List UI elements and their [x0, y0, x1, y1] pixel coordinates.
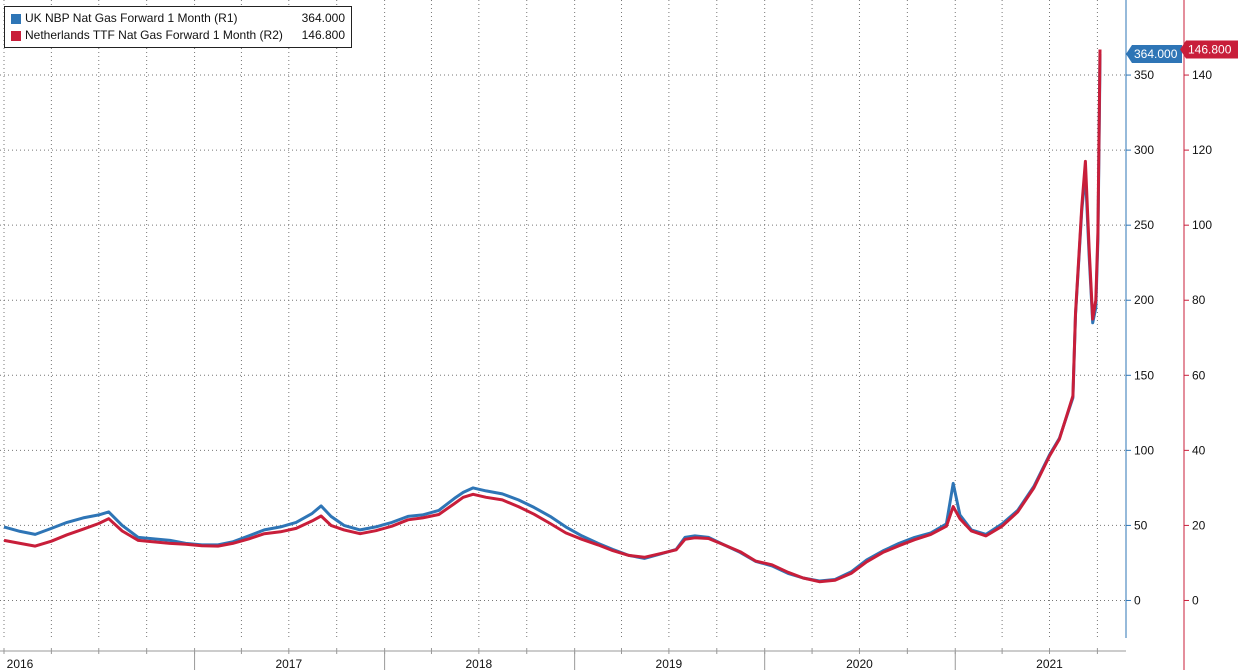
series-layer — [3, 49, 1102, 584]
y-tick-label-r1: 200 — [1134, 293, 1154, 307]
x-tick-label: 2018 — [465, 657, 492, 670]
y-tick-label-r2: 0 — [1192, 593, 1199, 607]
legend-entry-ttf: Netherlands TTF Nat Gas Forward 1 Month … — [11, 27, 345, 44]
last-value-badge-nbp-text: 364.000 — [1134, 47, 1178, 61]
y-tick-label-r2: 60 — [1192, 368, 1206, 382]
y-tick-label-r1: 0 — [1134, 593, 1141, 607]
y-tick-label-r1: 50 — [1134, 518, 1148, 532]
legend-label-nbp: UK NBP Nat Gas Forward 1 Month (R1) — [25, 11, 238, 25]
series-line-ttf — [3, 49, 1102, 584]
legend-value-nbp: 364.000 — [301, 11, 345, 25]
series-line-nbp — [3, 53, 1102, 583]
last-value-badge-ttf-shape — [1180, 40, 1238, 59]
last-value-badge-ttf-text: 146.800 — [1188, 43, 1232, 57]
legend-swatch-nbp — [11, 13, 21, 24]
last-value-badge-ttf: 146.800 — [1180, 40, 1238, 59]
last-value-badge-nbp: 364.000 — [1126, 45, 1182, 64]
last-value-badge-nbp-shape — [1126, 45, 1182, 64]
y-tick-label-r1: 350 — [1134, 68, 1154, 82]
y-tick-label-r2: 140 — [1192, 68, 1212, 82]
y-tick-label-r1: 250 — [1134, 218, 1154, 232]
legend-entry-nbp: UK NBP Nat Gas Forward 1 Month (R1) 364.… — [11, 10, 345, 27]
y-tick-label-r1: 100 — [1134, 443, 1154, 457]
legend-value-ttf: 146.800 — [301, 28, 345, 42]
y-tick-label-r2: 100 — [1192, 218, 1212, 232]
y-tick-label-r2: 20 — [1192, 518, 1206, 532]
x-tick-label: 2020 — [846, 657, 873, 670]
legend-swatch-ttf — [11, 30, 21, 41]
x-tick-label: 2017 — [275, 657, 302, 670]
y-tick-label-r1: 150 — [1134, 368, 1154, 382]
y-tick-label-r2: 40 — [1192, 443, 1206, 457]
chart-legend: UK NBP Nat Gas Forward 1 Month (R1) 364.… — [4, 6, 352, 48]
y-tick-label-r2: 80 — [1192, 293, 1206, 307]
x-tick-label: 2016 — [7, 657, 34, 670]
legend-label-ttf: Netherlands TTF Nat Gas Forward 1 Month … — [25, 28, 283, 42]
y-tick-label-r2: 120 — [1192, 143, 1212, 157]
x-tick-label: 2021 — [1036, 657, 1063, 670]
axes: 2016 2017 2018 2019 2020 20210501001502002503… — [0, 0, 1212, 670]
last-value-badges: 364.000 146.800 — [1126, 40, 1238, 64]
y-tick-label-r1: 300 — [1134, 143, 1154, 157]
x-tick-label: 2019 — [656, 657, 683, 670]
